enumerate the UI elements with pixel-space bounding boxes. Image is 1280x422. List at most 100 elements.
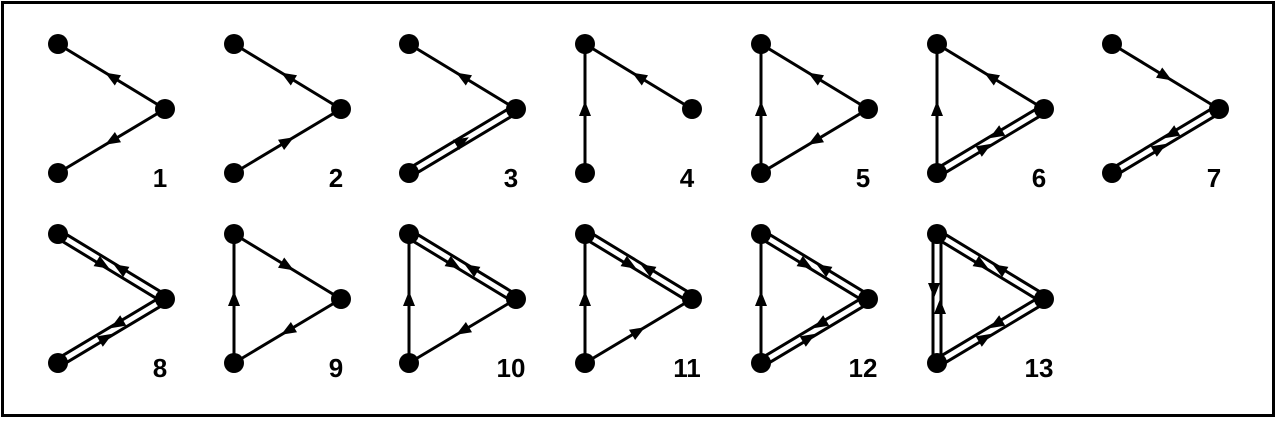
node-right xyxy=(1034,99,1054,119)
panel-5: 5 xyxy=(751,34,878,193)
arrow-to_top xyxy=(228,291,240,306)
arrow-forward xyxy=(975,143,992,157)
arrow-forward xyxy=(620,255,637,269)
arrow-backward xyxy=(464,264,481,278)
node-top xyxy=(1102,34,1122,54)
arrow-forward xyxy=(796,255,813,269)
node-bottom xyxy=(224,353,244,373)
node-top xyxy=(224,224,244,244)
panel-6: 6 xyxy=(927,34,1054,193)
arrow-to_top xyxy=(755,101,767,116)
arrow-to_right xyxy=(629,327,645,340)
panel-8: 8 xyxy=(48,224,175,383)
arrow-to_top xyxy=(579,291,591,306)
node-right xyxy=(1209,99,1229,119)
node-bottom xyxy=(751,353,771,373)
arrow-to_bottom xyxy=(105,132,121,145)
node-top xyxy=(399,224,419,244)
panel-number: 12 xyxy=(849,353,878,383)
arrow-to_top xyxy=(281,72,297,86)
node-bottom xyxy=(575,353,595,373)
arrow-to_top xyxy=(105,72,121,86)
arrow-backward xyxy=(989,315,1006,329)
edge-bottom-right-inner xyxy=(56,296,167,366)
panel-number: 9 xyxy=(329,353,343,383)
arrow-forward xyxy=(1150,143,1167,157)
arrow-to_right xyxy=(453,137,469,150)
node-right xyxy=(682,289,702,309)
arrow-to_top xyxy=(403,291,415,306)
node-bottom xyxy=(399,353,419,373)
node-right xyxy=(331,289,351,309)
panel-12: 12 xyxy=(751,224,878,383)
node-top xyxy=(927,34,947,54)
arrow-to_top xyxy=(579,101,591,116)
arrow-backward xyxy=(110,315,127,329)
node-right xyxy=(331,99,351,119)
panel-number: 4 xyxy=(680,163,695,193)
panel-number: 10 xyxy=(497,353,526,383)
node-right xyxy=(155,289,175,309)
panel-3: 3 xyxy=(399,34,526,193)
arrow-to_right xyxy=(278,137,294,150)
edge-top-right-inner xyxy=(56,231,167,302)
node-bottom xyxy=(927,353,947,373)
panel-number: 3 xyxy=(504,163,518,193)
node-bottom xyxy=(224,163,244,183)
panel-1: 1 xyxy=(48,34,175,193)
arrow-forward xyxy=(96,333,113,347)
node-bottom xyxy=(399,163,419,183)
edge-top-right-inner xyxy=(935,231,1046,302)
panel-number: 11 xyxy=(673,353,701,383)
panel-4: 4 xyxy=(575,34,702,193)
panel-13: 13 xyxy=(927,224,1054,383)
panel-7: 7 xyxy=(1102,34,1229,193)
panel-9: 9 xyxy=(224,224,351,383)
arrow-to_top xyxy=(755,291,767,306)
arrow-backward xyxy=(816,264,833,278)
node-right xyxy=(682,99,702,119)
node-bottom xyxy=(927,163,947,183)
panel-number: 7 xyxy=(1207,163,1221,193)
arrow-forward xyxy=(975,333,992,347)
node-bottom xyxy=(48,353,68,373)
arrow-to_top xyxy=(931,101,943,116)
panel-number: 6 xyxy=(1032,163,1046,193)
arrow-forward xyxy=(972,255,989,269)
panel-number: 13 xyxy=(1025,353,1054,383)
arrow-backward xyxy=(640,264,657,278)
node-top xyxy=(751,34,771,54)
arrow-backward xyxy=(989,125,1006,139)
node-right xyxy=(1034,289,1054,309)
panel-11: 11 xyxy=(575,224,702,383)
node-top xyxy=(399,34,419,54)
node-top xyxy=(575,224,595,244)
node-top xyxy=(48,224,68,244)
arrow-to_bottom xyxy=(281,322,297,335)
node-bottom xyxy=(751,163,771,183)
arrow-to_top xyxy=(808,72,824,86)
panel-number: 1 xyxy=(153,163,167,193)
node-top xyxy=(224,34,244,54)
arrow-to_top xyxy=(456,72,472,86)
arrow-to_top xyxy=(632,72,648,86)
node-bottom xyxy=(575,163,595,183)
node-top xyxy=(751,224,771,244)
arrow-backward xyxy=(813,315,830,329)
arrow-forward xyxy=(799,333,816,347)
arrow-backward xyxy=(928,283,940,298)
edge-top-right-inner xyxy=(759,231,870,302)
node-top xyxy=(575,34,595,54)
arrow-backward xyxy=(113,264,130,278)
arrow-forward xyxy=(444,255,461,269)
node-top xyxy=(48,34,68,54)
arrow-backward xyxy=(1164,125,1181,139)
edge-bottom-right-inner xyxy=(935,296,1046,366)
panel-number: 8 xyxy=(153,353,167,383)
node-right xyxy=(155,99,175,119)
edge-top-right-inner xyxy=(583,231,694,302)
panel-2: 2 xyxy=(224,34,351,193)
node-right xyxy=(858,99,878,119)
arrow-forward xyxy=(934,299,946,314)
